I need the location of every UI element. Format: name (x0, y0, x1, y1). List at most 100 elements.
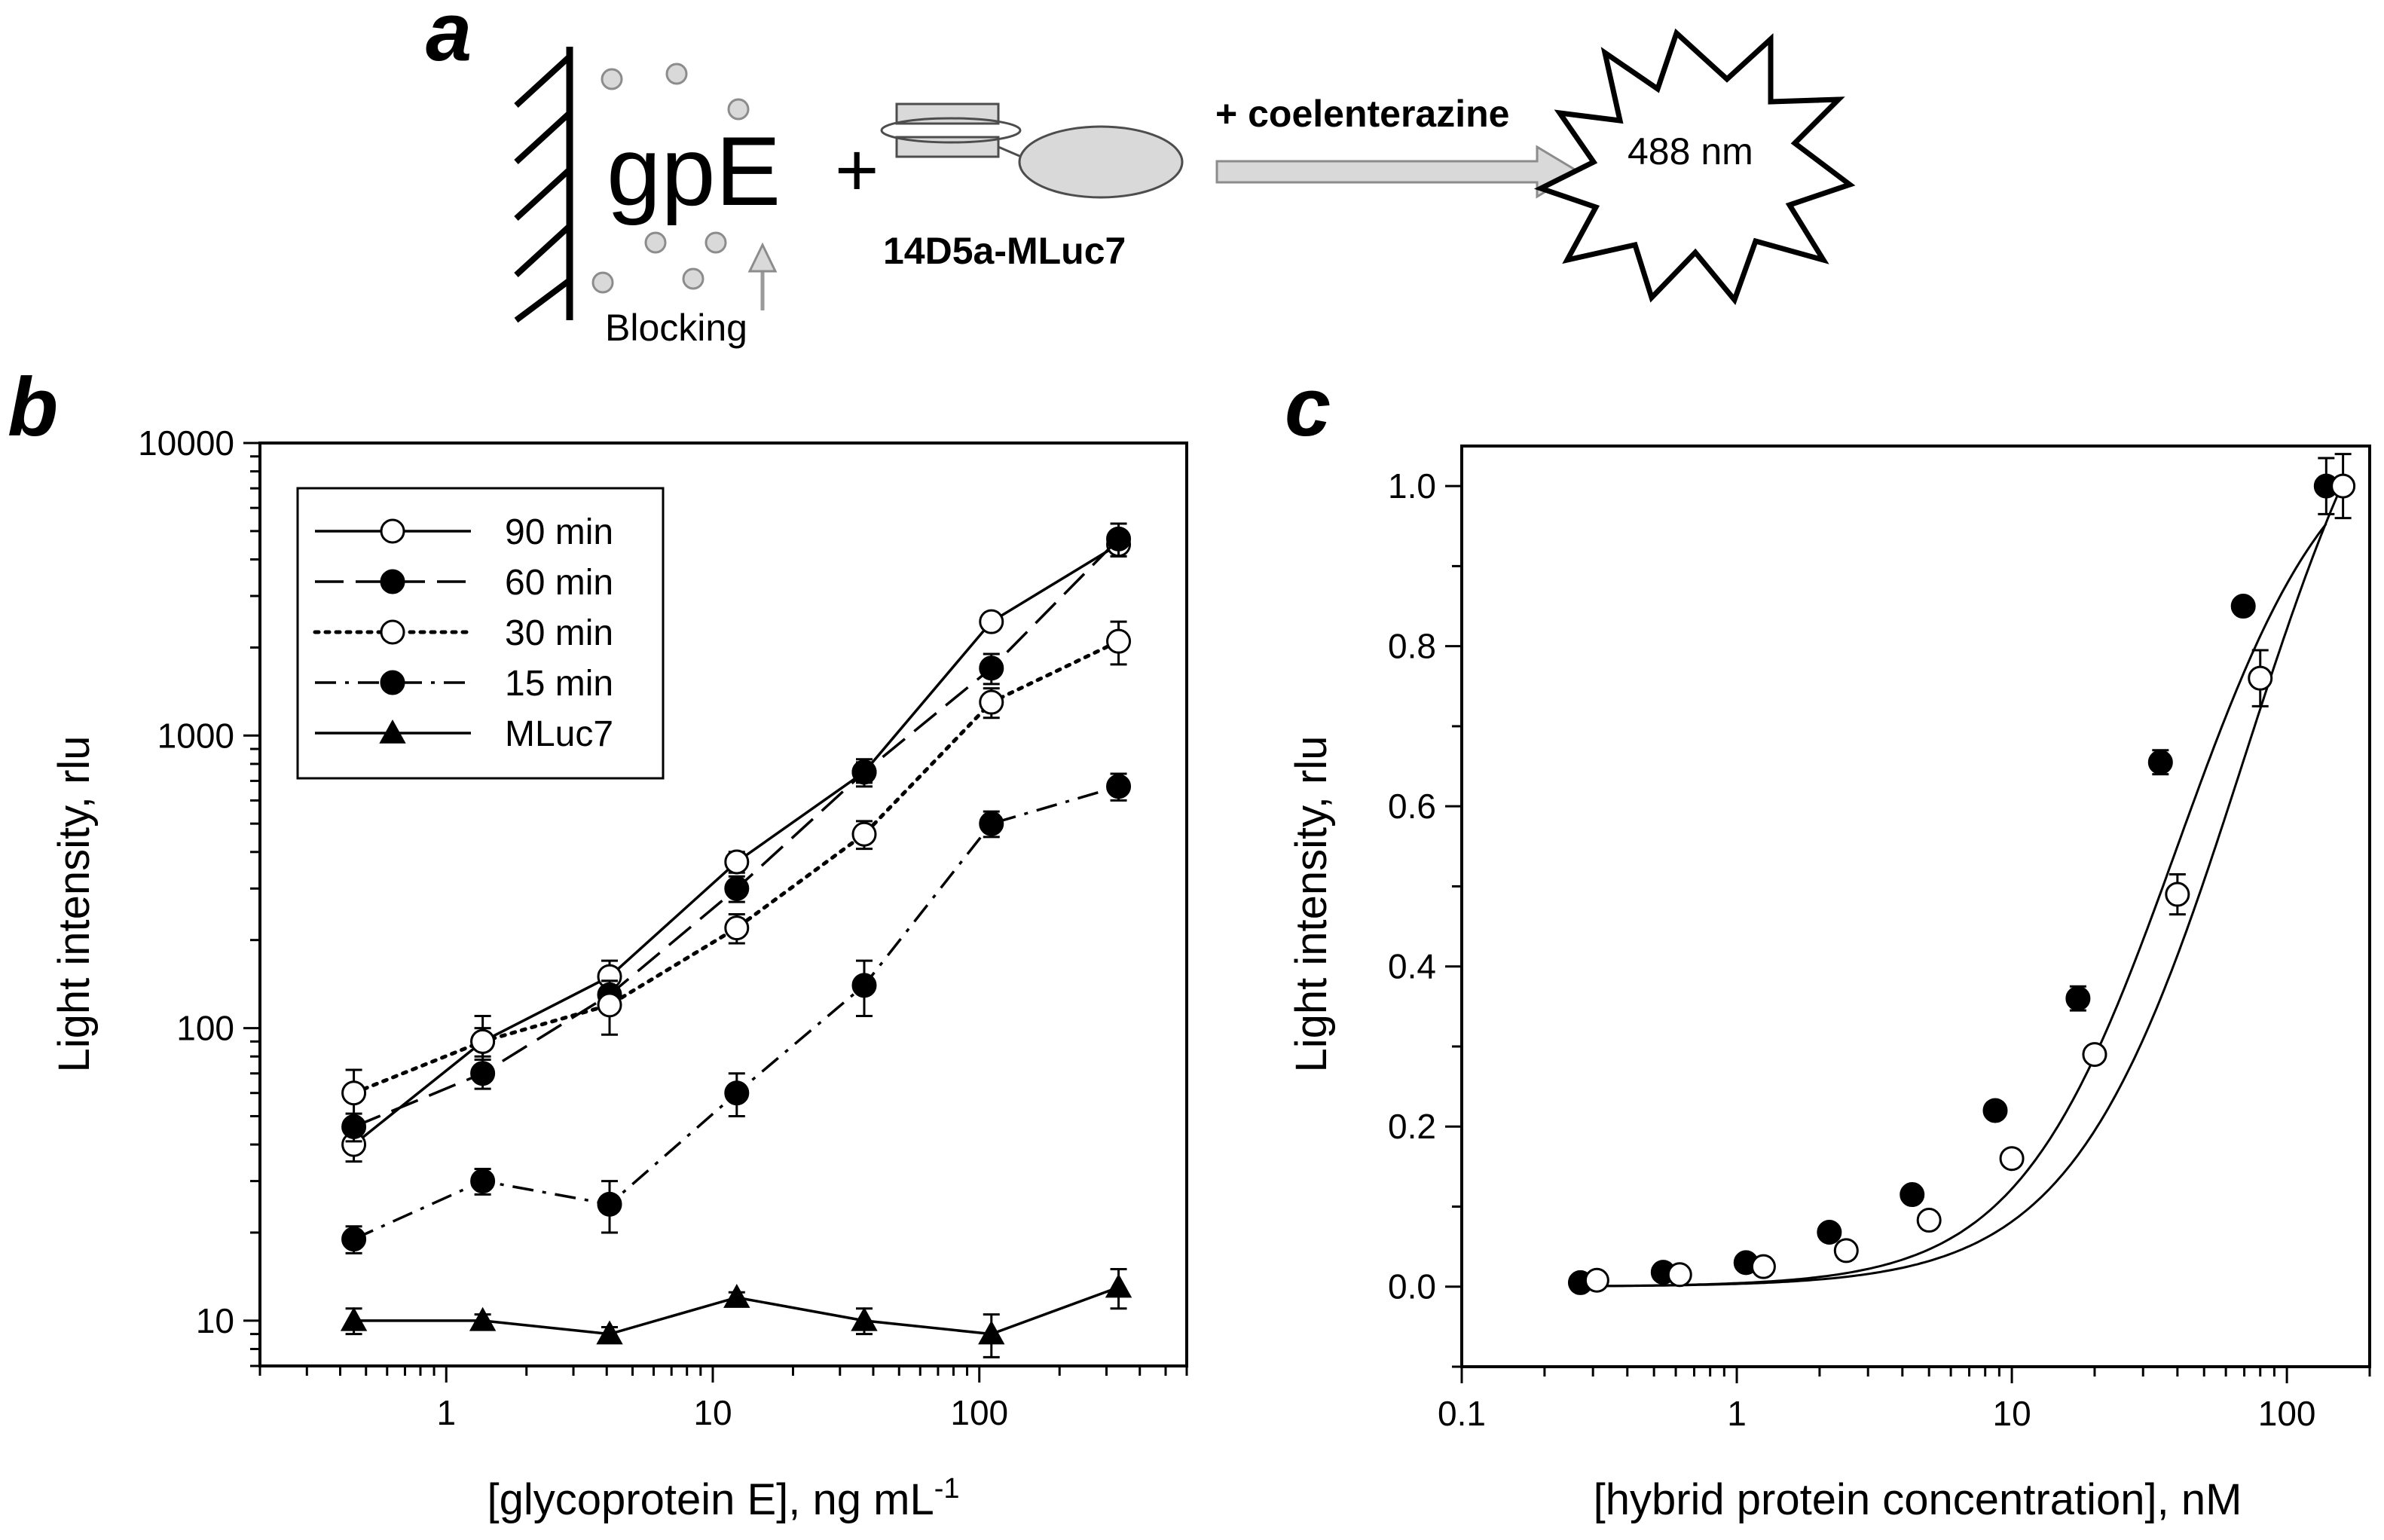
x-tick-label: 1 (1727, 1394, 1747, 1433)
x-tick-label: 100 (2258, 1394, 2316, 1433)
legend-label: 90 min (505, 512, 613, 552)
data-point (979, 655, 1004, 681)
y-tick-label: 0.6 (1388, 787, 1436, 826)
data-point (2331, 473, 2356, 499)
conjugate-label: 14D5a-MLuc7 (883, 230, 1126, 272)
data-point (724, 849, 750, 875)
x-tick-label: 10 (1992, 1394, 2031, 1433)
solid-surface (514, 47, 573, 323)
data-point (1584, 1267, 1609, 1293)
data-point (1916, 1208, 1942, 1233)
x-tick-label: 1 (436, 1393, 456, 1432)
y-tick-label: 10000 (138, 423, 234, 463)
data-point (1750, 1254, 1776, 1279)
emission-label: 488 nm (1628, 130, 1753, 173)
data-point (2147, 750, 2173, 775)
x-tick-label: 10 (693, 1393, 732, 1432)
data-point (724, 915, 750, 941)
data-point (596, 1320, 623, 1345)
series-1 (1584, 453, 2356, 1293)
data-point (1106, 628, 1132, 654)
chart-b-series (340, 522, 1132, 1358)
data-point (1667, 1262, 1692, 1288)
reaction-arrow (1215, 145, 1581, 199)
data-point (469, 1306, 497, 1331)
series-0 (1567, 457, 2339, 1295)
x-tick-label: 100 (950, 1393, 1008, 1432)
legend-item: 15 min (315, 664, 613, 704)
data-point (597, 1191, 622, 1217)
data-point (2082, 1042, 2107, 1068)
light-burst-icon (1533, 28, 1856, 305)
data-point (2065, 985, 2091, 1011)
data-point (2248, 665, 2273, 691)
data-point (1106, 526, 1132, 552)
y-tick-label: 1.0 (1388, 466, 1436, 506)
y-tick-label: 100 (176, 1009, 234, 1048)
legend-marker (380, 619, 405, 645)
data-point (1833, 1238, 1859, 1263)
data-point (597, 992, 622, 1018)
chart-c-ticks (1445, 484, 2371, 1383)
panel-c-letter: c (1285, 361, 1331, 454)
series-30-min (341, 620, 1132, 1123)
data-point (1817, 1219, 1842, 1245)
series-mluc7 (340, 1267, 1132, 1358)
data-point (341, 1080, 367, 1106)
substrate-label: + coelenterazine (1215, 93, 1509, 135)
legend-label: 15 min (505, 664, 613, 704)
fit-curve (1580, 523, 2327, 1288)
legend-item: 30 min (313, 613, 613, 653)
blocking-arrow (747, 242, 778, 310)
data-point (724, 1080, 750, 1106)
blocking-particles (591, 63, 750, 294)
legend-item: MLuc7 (315, 714, 613, 754)
data-point (2230, 594, 2256, 619)
legend-marker (380, 518, 405, 544)
y-tick-label: 0.0 (1388, 1267, 1436, 1306)
legend-label: 60 min (505, 563, 613, 603)
data-point (1900, 1182, 1925, 1208)
chart-c-series (1567, 453, 2356, 1295)
series-15-min (341, 772, 1132, 1254)
panel-a-schematic: a gpE Blocking + (426, 0, 1856, 349)
legend-item: 90 min (315, 512, 613, 552)
chart-c-tick-labels: 0.1 1 10 100 0.0 0.2 0.4 0.6 0.8 1.0 (1388, 466, 2315, 1433)
data-point (2165, 882, 2190, 907)
data-point (1106, 774, 1132, 799)
data-point (1982, 1098, 2008, 1123)
data-point (851, 973, 877, 998)
data-point (979, 689, 1004, 715)
chart-c-ylabel: Light intensity, rlu (1287, 735, 1336, 1072)
chart-b-legend: 90 min 60 min 30 min 15 min MLuc7 (296, 487, 665, 780)
antigen-label: gpE (607, 116, 781, 226)
blocking-label: Blocking (605, 307, 747, 349)
y-tick-label: 10 (196, 1301, 234, 1340)
data-point (470, 1169, 496, 1194)
legend-label: 30 min (505, 613, 613, 653)
chart-b-tick-labels: 1 10 100 10 100 1000 10000 (138, 423, 1008, 1432)
legend-marker (380, 569, 405, 594)
legend-label: MLuc7 (505, 714, 613, 754)
legend-items: 90 min 60 min 30 min 15 min MLuc7 (313, 512, 613, 754)
y-tick-label: 0.8 (1388, 627, 1436, 666)
y-tick-label: 0.2 (1388, 1107, 1436, 1146)
chart-b-ylabel: Light intensity, rlu (50, 735, 99, 1072)
legend-marker (379, 719, 406, 744)
chart-c: 0.1 1 10 100 0.0 0.2 0.4 0.6 0.8 1.0 [hybrid prot… (1287, 445, 2371, 1524)
plus-sign: + (835, 128, 879, 212)
data-point (851, 821, 877, 847)
data-point (1105, 1273, 1132, 1298)
data-point (470, 1028, 496, 1054)
data-point (724, 875, 750, 901)
conjugate-icon (880, 102, 1184, 199)
legend-marker (380, 670, 405, 695)
chart-c-xlabel: [hybrid protein concentration], nM (1594, 1475, 2242, 1524)
y-tick-label: 0.4 (1388, 947, 1436, 986)
data-point (979, 811, 1004, 836)
data-point (979, 609, 1004, 634)
data-point (723, 1284, 750, 1308)
panel-b-letter: b (8, 361, 58, 454)
y-tick-label: 1000 (157, 716, 234, 755)
